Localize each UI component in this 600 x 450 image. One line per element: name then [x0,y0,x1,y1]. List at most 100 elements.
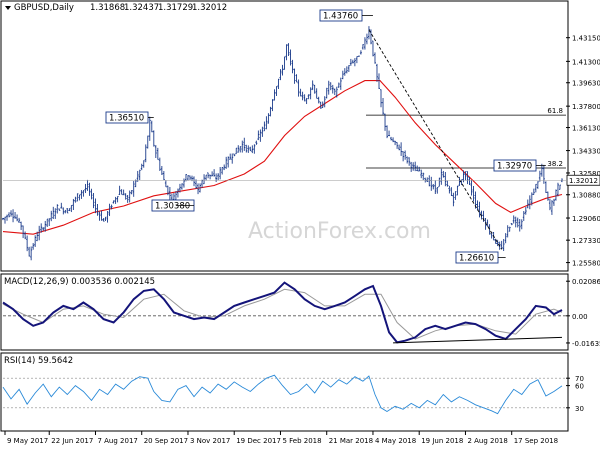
price-candle [40,223,43,233]
price-candle [307,94,310,100]
price-candle [20,221,23,231]
price-candle [112,200,115,204]
price-candle [478,201,481,218]
price-candle [126,194,129,203]
price-candle [297,79,300,97]
annotation-label: 1.32970 [497,162,532,172]
price-candle [78,194,81,201]
price-candle [380,89,383,108]
price-candle [410,161,413,172]
price-candle [90,188,93,200]
price-candle [456,185,459,196]
price-candle [12,209,15,223]
price-candle [317,96,320,104]
price-candle [102,218,105,222]
price-candle [251,145,254,154]
price-annotation: 1.32970 [493,159,546,172]
price-candle [201,179,204,188]
price-candle [359,50,362,55]
price-candle [148,116,151,141]
price-candle [52,206,55,220]
macd-line [2,281,563,344]
rsi-panel-frame [0,352,569,432]
price-candle [96,204,99,216]
price-candle [305,97,308,105]
price-candle [209,174,212,180]
price-candle [56,204,59,214]
price-candle [221,167,224,175]
price-candle [267,113,270,124]
price-candle [365,33,368,45]
price-candle [404,150,407,160]
price-candle [32,243,35,250]
price-candle [217,173,220,181]
price-candle [281,64,284,76]
ohlc-open: 1.31868 [90,3,125,13]
price-candle [122,189,125,196]
price-candle [486,219,489,227]
price-candle [514,216,517,228]
price-candle [132,181,135,197]
price-candle [434,180,437,194]
price-candle [72,198,75,210]
price-candle [197,183,200,195]
price-candle [516,217,519,228]
price-candle [440,168,443,185]
price-candle [546,191,549,201]
price-candle [363,37,366,50]
price-candle [333,88,336,96]
price-candle [164,180,167,188]
price-candle [229,153,232,160]
price-candle [450,187,453,196]
price-candle [64,209,67,214]
price-candle [120,189,123,195]
ohlc-close: 1.32012 [192,3,227,13]
price-candle [140,163,143,171]
price-candle [88,182,91,196]
price-title: GBPUSD,Daily [14,3,74,13]
price-candle [464,171,467,181]
price-candle [323,96,326,108]
price-candle [428,175,431,187]
price-candle [309,87,312,100]
price-candle [373,52,376,64]
price-candle [402,151,405,162]
price-ytick-label: 1.39630 [572,80,600,88]
price-candle [548,198,551,211]
price-candle [227,156,230,168]
price-panel-frame [0,0,569,272]
price-candle [154,145,157,159]
price-candle [239,146,242,153]
price-candle [325,87,328,99]
price-candle [349,58,352,66]
price-candle [390,136,393,141]
price-candle [552,198,555,206]
price-candle [283,56,286,70]
price-candle [438,177,441,187]
price-candle [448,185,451,194]
price-candle [195,179,198,189]
price-candle [538,170,541,182]
price-candle [223,164,226,171]
price-candle [86,179,89,191]
price-candle [528,195,531,210]
price-candle [233,153,236,157]
price-candle [176,188,179,198]
price-annotation: 1.30380 [151,199,195,212]
price-candle [530,192,533,206]
price-candle [319,101,322,109]
price-candle [118,185,121,195]
price-plot: 61.8 38.2 1.43760 1.36510 1.30380 1.32970 1.26… [2,9,566,264]
price-candle [484,218,487,230]
price-candle [532,188,535,195]
price-candle [351,59,354,64]
price-candle [375,63,378,82]
price-candle [295,74,298,83]
price-candle [444,171,447,187]
price-ytick-label: 1.41300 [572,58,600,66]
annotation-label: 1.30380 [155,202,190,212]
price-candle [426,177,429,182]
price-candle [406,156,409,164]
price-candle [74,196,77,203]
price-candle [225,156,228,169]
